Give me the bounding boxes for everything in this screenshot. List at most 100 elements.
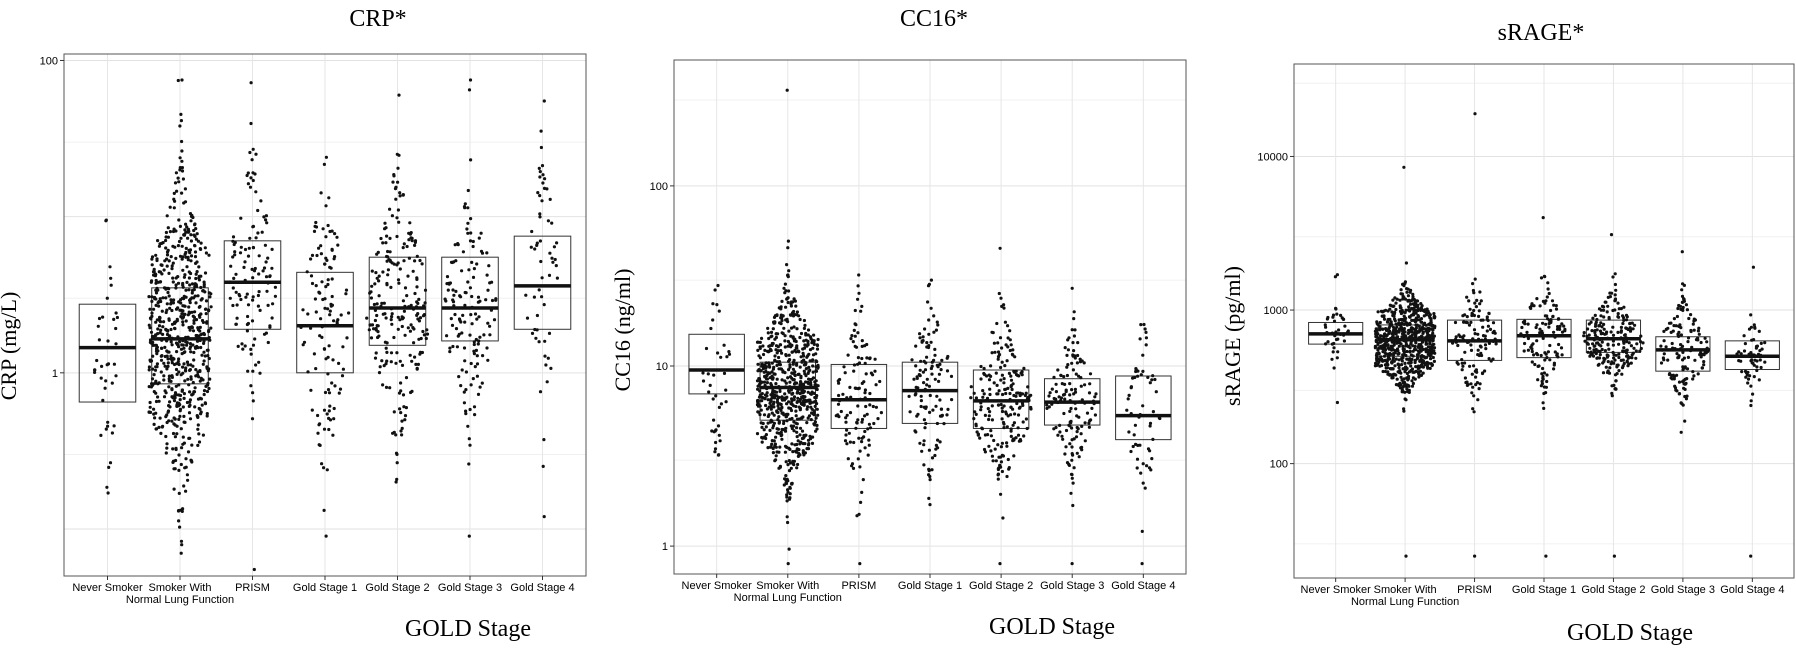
data-point xyxy=(1664,345,1668,349)
data-point xyxy=(149,317,153,321)
data-point xyxy=(107,465,111,469)
data-point xyxy=(1617,307,1621,311)
data-point xyxy=(918,368,922,372)
data-point xyxy=(186,258,190,262)
data-point xyxy=(1469,348,1474,352)
data-point xyxy=(800,383,804,387)
data-point xyxy=(856,297,860,301)
data-point xyxy=(176,176,180,180)
data-point xyxy=(1679,333,1683,337)
data-point xyxy=(999,296,1003,300)
data-point xyxy=(1546,287,1550,291)
data-point xyxy=(1142,322,1146,327)
x-tick-label: Gold Stage 1 xyxy=(898,580,962,592)
data-point xyxy=(250,417,255,421)
data-point xyxy=(203,402,208,406)
data-point xyxy=(785,477,789,482)
data-point xyxy=(323,390,328,395)
data-point xyxy=(764,369,768,374)
data-point xyxy=(468,333,472,337)
data-point xyxy=(765,377,770,381)
data-point xyxy=(540,199,544,203)
data-point xyxy=(1382,314,1386,318)
data-point xyxy=(375,324,379,328)
data-point xyxy=(410,359,414,363)
data-point xyxy=(862,435,866,439)
data-point xyxy=(114,311,118,315)
data-point xyxy=(467,462,471,466)
data-point xyxy=(1540,372,1544,376)
data-point xyxy=(849,337,853,341)
data-point xyxy=(1692,328,1696,332)
data-point xyxy=(1410,384,1415,388)
data-point xyxy=(373,282,377,286)
data-point xyxy=(815,402,819,406)
data-point xyxy=(788,486,792,490)
data-point xyxy=(712,373,716,377)
data-point xyxy=(1011,423,1015,427)
data-point xyxy=(384,316,388,320)
data-point xyxy=(779,408,783,412)
data-point xyxy=(842,365,846,369)
data-point xyxy=(1416,307,1420,311)
data-point xyxy=(326,372,330,376)
data-point xyxy=(410,236,414,240)
data-point xyxy=(761,421,765,426)
data-point xyxy=(813,404,817,408)
data-point xyxy=(1414,365,1418,369)
data-point xyxy=(256,304,260,308)
data-point xyxy=(1463,376,1467,380)
data-point xyxy=(194,374,198,378)
data-point xyxy=(196,443,200,447)
data-point xyxy=(1400,332,1405,336)
data-point xyxy=(95,358,99,363)
data-point xyxy=(998,562,1002,566)
data-point xyxy=(1523,319,1527,323)
data-point xyxy=(318,334,322,338)
data-point xyxy=(919,404,923,409)
data-point xyxy=(251,246,256,250)
data-point xyxy=(234,272,238,276)
data-point xyxy=(1619,325,1623,329)
data-point xyxy=(374,351,378,355)
data-point xyxy=(485,251,489,255)
data-point xyxy=(861,478,865,482)
data-point xyxy=(773,442,778,446)
data-point xyxy=(804,331,808,336)
data-point xyxy=(806,328,811,332)
data-point xyxy=(773,354,777,358)
data-point xyxy=(157,324,162,328)
data-point xyxy=(1407,358,1411,362)
data-point xyxy=(1523,322,1527,326)
data-point xyxy=(397,93,401,97)
data-point xyxy=(197,265,201,269)
data-point xyxy=(148,326,152,330)
data-point xyxy=(1607,371,1612,375)
data-point xyxy=(399,411,403,415)
data-point xyxy=(172,191,176,195)
data-point xyxy=(469,383,473,387)
data-point xyxy=(1423,363,1427,367)
data-point xyxy=(798,433,802,437)
data-point xyxy=(1468,307,1472,311)
data-point xyxy=(249,347,253,351)
data-point xyxy=(1075,425,1079,430)
data-point xyxy=(1662,358,1666,362)
data-point xyxy=(973,410,977,414)
data-point xyxy=(1478,290,1482,294)
data-point xyxy=(771,426,775,430)
data-point xyxy=(762,380,767,384)
data-point xyxy=(1074,435,1079,439)
data-point xyxy=(923,426,927,430)
data-point xyxy=(1405,290,1409,294)
data-point xyxy=(180,169,185,173)
data-point xyxy=(1602,308,1606,312)
data-point xyxy=(180,388,184,392)
data-point xyxy=(1431,355,1435,360)
data-point xyxy=(1386,309,1390,313)
data-point xyxy=(250,158,254,162)
data-point xyxy=(1073,328,1077,332)
data-point xyxy=(1627,341,1631,345)
data-point xyxy=(1083,421,1087,425)
data-point xyxy=(803,360,808,364)
